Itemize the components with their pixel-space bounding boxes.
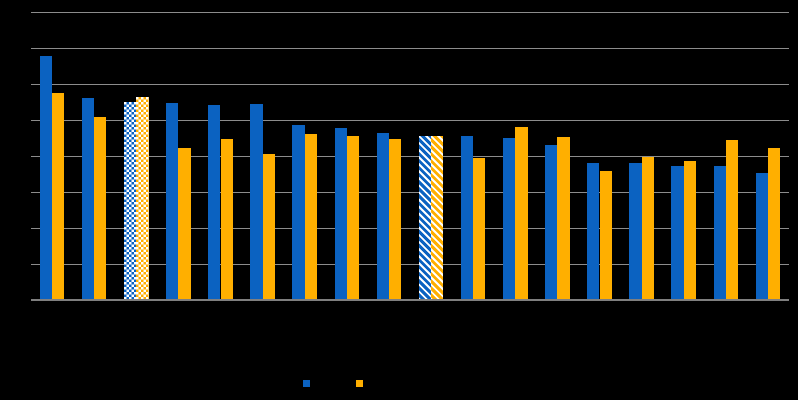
bar-blue-8	[334, 128, 347, 300]
bar-blue-14	[587, 163, 600, 300]
x-axis-line	[31, 299, 789, 301]
legend-swatch-blue-series	[303, 380, 310, 387]
bar-orange-5	[220, 139, 233, 300]
bar-orange-7	[304, 133, 317, 300]
bar-blue-3	[124, 101, 137, 300]
bar-orange-1	[52, 92, 65, 300]
bar-blue-4	[166, 102, 179, 300]
bar-orange-6	[262, 154, 275, 300]
bar-orange-3	[136, 96, 149, 300]
bar-blue-12	[503, 137, 516, 300]
y-gridline-3	[31, 191, 789, 193]
bar-orange-17	[725, 140, 739, 300]
bar-blue-15	[629, 162, 642, 300]
bar-orange-13	[557, 137, 570, 300]
y-gridline-6	[31, 83, 789, 85]
y-gridline-5	[31, 119, 789, 121]
bar-orange-14	[599, 171, 612, 300]
bar-blue-7	[292, 125, 305, 300]
y-gridline-1	[31, 263, 789, 265]
y-gridline-2	[31, 227, 789, 229]
bar-blue-13	[545, 145, 558, 300]
y-gridline-8	[31, 12, 789, 13]
bar-orange-16	[683, 160, 696, 300]
bar-blue-18	[755, 173, 768, 300]
bar-blue-11	[460, 136, 474, 300]
bar-orange-12	[515, 127, 528, 300]
y-gridline-7	[31, 47, 789, 49]
bar-orange-2	[94, 117, 107, 300]
bar-blue-16	[671, 166, 684, 300]
y-gridline-4	[31, 155, 789, 157]
bar-orange-11	[473, 157, 486, 300]
bar-orange-9	[388, 138, 402, 300]
bar-blue-10	[418, 136, 432, 300]
bar-blue-5	[208, 105, 221, 300]
bar-blue-17	[713, 165, 726, 300]
bar-blue-9	[376, 132, 389, 300]
bar-blue-1	[39, 55, 53, 300]
bar-blue-2	[81, 97, 95, 300]
bar-orange-4	[178, 147, 191, 300]
bar-blue-6	[250, 104, 263, 300]
bar-orange-18	[767, 147, 781, 300]
bar-orange-15	[641, 156, 654, 300]
bar-orange-8	[346, 136, 360, 300]
legend-swatch-orange-series	[356, 380, 363, 387]
bar-orange-10	[431, 136, 444, 300]
